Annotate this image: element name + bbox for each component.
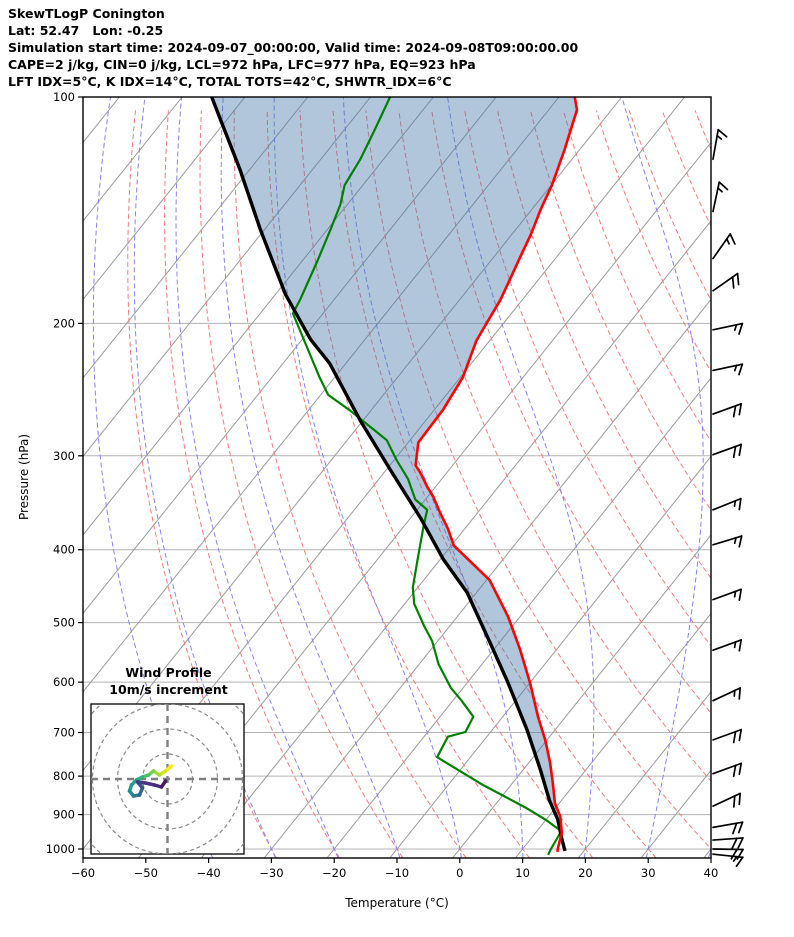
temperature-axis-label: Temperature (°C) <box>345 896 449 910</box>
hodograph-title: Wind Profile <box>125 665 212 680</box>
pressure-axis-label: Pressure (hPa) <box>17 433 31 521</box>
svg-text:1000: 1000 <box>46 842 75 856</box>
svg-text:900: 900 <box>53 808 75 822</box>
sim-time-line: Simulation start time: 2024-09-07_00:00:… <box>8 40 579 55</box>
svg-text:−60: −60 <box>71 866 95 880</box>
svg-text:300: 300 <box>53 449 75 463</box>
svg-text:500: 500 <box>53 616 75 630</box>
svg-text:−20: −20 <box>322 866 346 880</box>
svg-text:−10: −10 <box>385 866 409 880</box>
svg-text:40: 40 <box>704 866 719 880</box>
chart-title: SkewTLogP Conington <box>8 6 165 21</box>
svg-text:400: 400 <box>53 543 75 557</box>
svg-text:−30: −30 <box>259 866 283 880</box>
svg-text:30: 30 <box>641 866 656 880</box>
svg-text:800: 800 <box>53 769 75 783</box>
svg-text:20: 20 <box>578 866 593 880</box>
svg-text:0: 0 <box>456 866 463 880</box>
svg-text:10: 10 <box>515 866 530 880</box>
svg-text:700: 700 <box>53 725 75 739</box>
latlon-line: Lat: 52.47 Lon: -0.25 <box>8 23 164 38</box>
svg-text:200: 200 <box>53 316 75 330</box>
svg-text:−40: −40 <box>196 866 220 880</box>
stability-indices-line: LFT IDX=5°C, K IDX=14°C, TOTAL TOTS=42°C… <box>8 74 452 89</box>
cape-indices-line: CAPE=2 j/kg, CIN=0 j/kg, LCL=972 hPa, LF… <box>8 57 476 72</box>
hodograph-inset <box>90 703 245 855</box>
hodograph-subtitle: 10m/s increment <box>109 682 228 697</box>
isobar-isotherm-grid <box>83 97 711 858</box>
svg-text:600: 600 <box>53 675 75 689</box>
svg-text:−50: −50 <box>134 866 158 880</box>
svg-text:100: 100 <box>53 90 75 104</box>
wind-barbs <box>712 128 744 868</box>
sounding-profiles <box>210 97 579 856</box>
